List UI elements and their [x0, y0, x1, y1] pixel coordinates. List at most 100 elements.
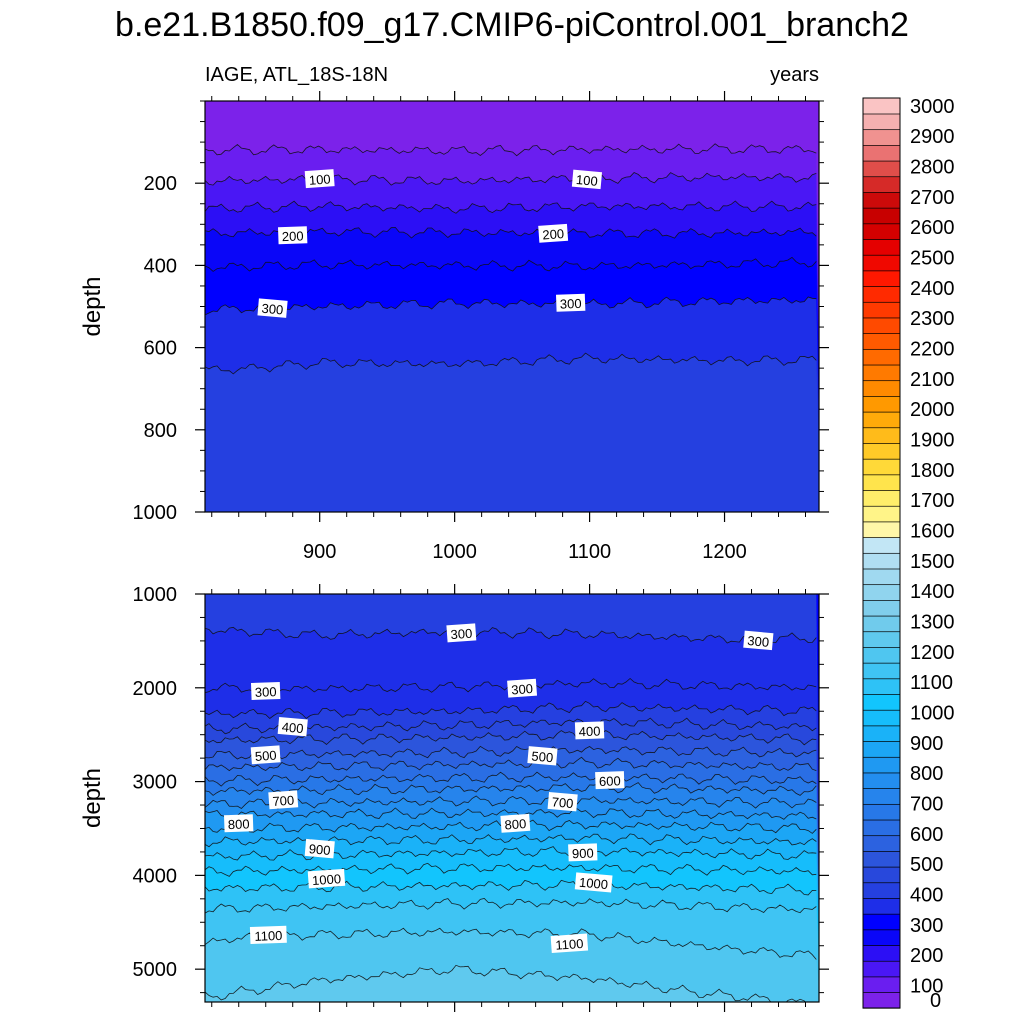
colorbar-label: 600 [910, 824, 943, 846]
colorbar-label: 2300 [910, 308, 955, 330]
colorbar-label: 2400 [910, 278, 955, 300]
colorbar-box [862, 944, 901, 962]
colorbar-box [862, 442, 901, 460]
colorbar-box [862, 631, 901, 648]
colorbar-box [862, 521, 901, 538]
lower-contour-700 [205, 795, 817, 810]
contour-label-text: 600 [599, 773, 621, 789]
contour-label-bg [307, 868, 346, 889]
contour-label-bg [574, 872, 613, 893]
colorbar-box [862, 756, 901, 774]
colorbar-label: 1200 [910, 642, 955, 664]
contour-label-bg [446, 623, 477, 643]
colorbar-box [862, 301, 901, 319]
colorbar-box [862, 929, 901, 946]
x-tick-label: 1200 [702, 541, 747, 563]
colorbar-label: 100 [910, 976, 943, 998]
colorbar-box [862, 191, 901, 209]
colorbar-box [862, 615, 901, 633]
contour-label-bg [568, 843, 598, 862]
x-tick-label: 1100 [568, 541, 611, 563]
contour-label-text: 1000 [312, 871, 342, 888]
y-tick-label: 4000 [133, 865, 178, 887]
contour-label-bg [555, 293, 586, 312]
lower-contour-label: 400 [277, 716, 308, 737]
upper-contour-300 [205, 296, 817, 316]
lower-contour-label: 300 [446, 623, 477, 643]
y-axis-label: depth [79, 276, 106, 336]
contour-label-bg [250, 745, 281, 765]
lower-contour-1150 [205, 964, 806, 1002]
colorbar-box [862, 395, 901, 413]
colorbar-box [862, 254, 901, 272]
colorbar-box [862, 662, 901, 680]
colorbar-box [862, 882, 901, 899]
colorbar-box [862, 97, 901, 115]
colorbar-label: 2200 [910, 339, 955, 361]
colorbar-label: 1700 [910, 490, 955, 512]
lower-frame [204, 593, 820, 1003]
x-tick-label: 900 [303, 541, 336, 563]
contour-label-text: 500 [531, 748, 554, 765]
colorbar-box [862, 599, 901, 617]
lower-band-1150 [205, 965, 806, 1002]
colorbar-box [862, 160, 901, 178]
upper-panel: 100 100 200 200 300 300 200 400 600 800 1000 900 100… [79, 91, 829, 563]
contour-label-text: 800 [504, 816, 527, 832]
colorbar-box [862, 693, 901, 711]
lower-contour-label: 900 [304, 838, 335, 859]
upper-contour-50 [205, 143, 817, 157]
contour-label-text: 300 [261, 301, 284, 318]
contour-label-bg [547, 791, 578, 812]
upper-band-350 [205, 353, 819, 512]
colorbar-box [862, 568, 901, 586]
contour-label-text: 300 [450, 626, 473, 642]
upper-contour-label: 300 [555, 293, 586, 312]
colorbar-box [862, 207, 901, 225]
colorbar-box [862, 913, 901, 931]
colorbar-box [862, 144, 901, 162]
colorbar-label: 800 [910, 763, 943, 785]
colorbar-label: 2800 [910, 157, 955, 179]
colorbar-box [862, 129, 901, 146]
x-tick-label: 1000 [432, 541, 477, 563]
colorbar-box [862, 458, 901, 476]
colorbar-label: 300 [910, 915, 943, 937]
contour-label-bg [550, 933, 589, 954]
colorbar-frame [862, 97, 901, 1009]
lower-contour-1000 [205, 879, 817, 896]
contour-label-text: 800 [228, 816, 250, 832]
colorbar-box [862, 270, 901, 287]
colorbar-box [862, 113, 901, 131]
colorbar-label: 900 [910, 733, 943, 755]
variable-label: IAGE, ATL_18S-18N [205, 64, 388, 86]
colorbar-label: 1800 [910, 460, 955, 482]
contour-label-bg [595, 771, 625, 790]
contour-label-text: 500 [254, 748, 277, 764]
colorbar-box [862, 819, 901, 837]
y-tick-label: 1000 [133, 584, 178, 606]
upper-contour-label: 200 [538, 223, 569, 243]
contour-label-text: 1100 [555, 936, 584, 953]
colorbar-label: 500 [910, 854, 943, 876]
colorbar-box [862, 866, 901, 884]
upper-contour-label: 300 [257, 298, 288, 318]
colorbar-label: 1500 [910, 551, 955, 573]
contour-label-text: 100 [575, 172, 598, 189]
colorbar-box [862, 411, 901, 429]
y-tick-label: 600 [144, 338, 177, 360]
colorbar-box [862, 364, 901, 382]
colorbar-box [862, 238, 901, 256]
upper-contour-label: 100 [571, 169, 603, 190]
contour-label-bg [743, 630, 774, 651]
colorbar-box [862, 960, 901, 978]
colorbar-box [862, 678, 901, 695]
colorbar-box [862, 474, 901, 491]
y-tick-label: 2000 [133, 678, 178, 700]
lower-contour-label: 500 [250, 745, 281, 765]
contour-label-bg [268, 790, 299, 810]
colorbar-label: 1600 [910, 521, 955, 543]
contour-label-bg [277, 716, 308, 737]
